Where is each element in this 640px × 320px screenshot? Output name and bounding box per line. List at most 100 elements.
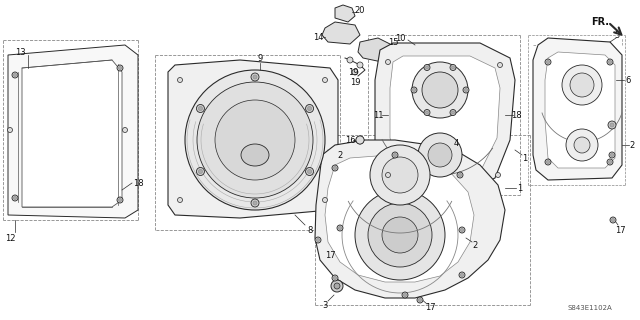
Circle shape: [412, 62, 468, 118]
Circle shape: [8, 127, 13, 132]
Circle shape: [607, 159, 613, 165]
Circle shape: [411, 87, 417, 93]
Circle shape: [334, 283, 340, 289]
Circle shape: [385, 172, 390, 178]
Polygon shape: [335, 5, 355, 22]
Circle shape: [347, 57, 353, 63]
Polygon shape: [545, 52, 615, 168]
Circle shape: [370, 145, 430, 205]
Circle shape: [607, 59, 613, 65]
Text: 10: 10: [395, 34, 405, 43]
Text: 15: 15: [388, 37, 398, 46]
Circle shape: [305, 167, 314, 175]
Text: 17: 17: [614, 226, 625, 235]
Text: 1: 1: [522, 154, 527, 163]
Text: 17: 17: [425, 303, 435, 313]
Circle shape: [355, 190, 445, 280]
Circle shape: [424, 109, 430, 116]
Circle shape: [461, 228, 463, 231]
Circle shape: [117, 65, 123, 71]
Circle shape: [394, 154, 397, 156]
Text: 8: 8: [307, 226, 313, 235]
Text: S843E1102A: S843E1102A: [568, 305, 612, 311]
Text: 2: 2: [472, 241, 477, 250]
Circle shape: [198, 107, 202, 110]
Circle shape: [608, 121, 616, 129]
Polygon shape: [420, 143, 452, 165]
Circle shape: [450, 109, 456, 116]
Circle shape: [611, 219, 614, 221]
Circle shape: [413, 89, 415, 92]
Text: 19: 19: [349, 77, 360, 86]
Circle shape: [315, 237, 321, 243]
Circle shape: [12, 195, 18, 201]
Text: 17: 17: [324, 251, 335, 260]
Circle shape: [196, 105, 204, 113]
Circle shape: [333, 276, 337, 279]
Text: 4: 4: [453, 139, 459, 148]
Text: 18: 18: [511, 110, 522, 119]
Circle shape: [331, 280, 343, 292]
Polygon shape: [533, 38, 622, 180]
Circle shape: [497, 62, 502, 68]
Circle shape: [459, 227, 465, 233]
Circle shape: [185, 70, 325, 210]
Circle shape: [570, 73, 594, 97]
Circle shape: [323, 197, 328, 203]
Circle shape: [422, 72, 458, 108]
Text: 18: 18: [132, 179, 143, 188]
Text: 9: 9: [257, 53, 262, 62]
Circle shape: [451, 111, 454, 114]
Text: 11: 11: [372, 110, 383, 119]
Polygon shape: [22, 60, 122, 207]
Circle shape: [251, 199, 259, 207]
Text: 13: 13: [15, 47, 26, 57]
Text: 16: 16: [345, 135, 355, 145]
Circle shape: [117, 197, 123, 203]
Circle shape: [424, 65, 430, 70]
Circle shape: [382, 157, 418, 193]
Circle shape: [426, 66, 429, 69]
Circle shape: [308, 107, 312, 110]
Polygon shape: [322, 22, 360, 44]
Circle shape: [333, 166, 337, 170]
Circle shape: [305, 105, 314, 113]
Circle shape: [356, 136, 364, 144]
Circle shape: [495, 172, 500, 178]
Circle shape: [418, 133, 462, 177]
Polygon shape: [358, 38, 392, 62]
Circle shape: [251, 73, 259, 81]
Circle shape: [356, 136, 364, 144]
Circle shape: [419, 299, 422, 301]
Circle shape: [547, 161, 550, 164]
Circle shape: [547, 60, 550, 63]
Text: 19: 19: [348, 68, 358, 76]
Circle shape: [545, 159, 551, 165]
Circle shape: [118, 198, 122, 202]
Circle shape: [357, 62, 363, 68]
Circle shape: [352, 69, 358, 75]
Circle shape: [253, 201, 257, 205]
Circle shape: [609, 152, 615, 158]
Circle shape: [337, 225, 343, 231]
Circle shape: [13, 74, 17, 76]
Circle shape: [451, 66, 454, 69]
Circle shape: [197, 82, 313, 198]
Circle shape: [403, 293, 406, 297]
Circle shape: [122, 127, 127, 132]
Circle shape: [385, 60, 390, 65]
Circle shape: [562, 65, 602, 105]
Text: 2: 2: [629, 140, 635, 149]
Circle shape: [461, 274, 463, 276]
Circle shape: [545, 59, 551, 65]
Text: 1: 1: [517, 183, 523, 193]
Text: 2: 2: [337, 150, 342, 159]
Circle shape: [450, 65, 456, 70]
Circle shape: [609, 60, 611, 63]
Polygon shape: [168, 60, 338, 218]
Circle shape: [215, 100, 295, 180]
Polygon shape: [315, 140, 505, 298]
Circle shape: [308, 170, 312, 173]
Circle shape: [392, 152, 398, 158]
Circle shape: [465, 89, 467, 92]
